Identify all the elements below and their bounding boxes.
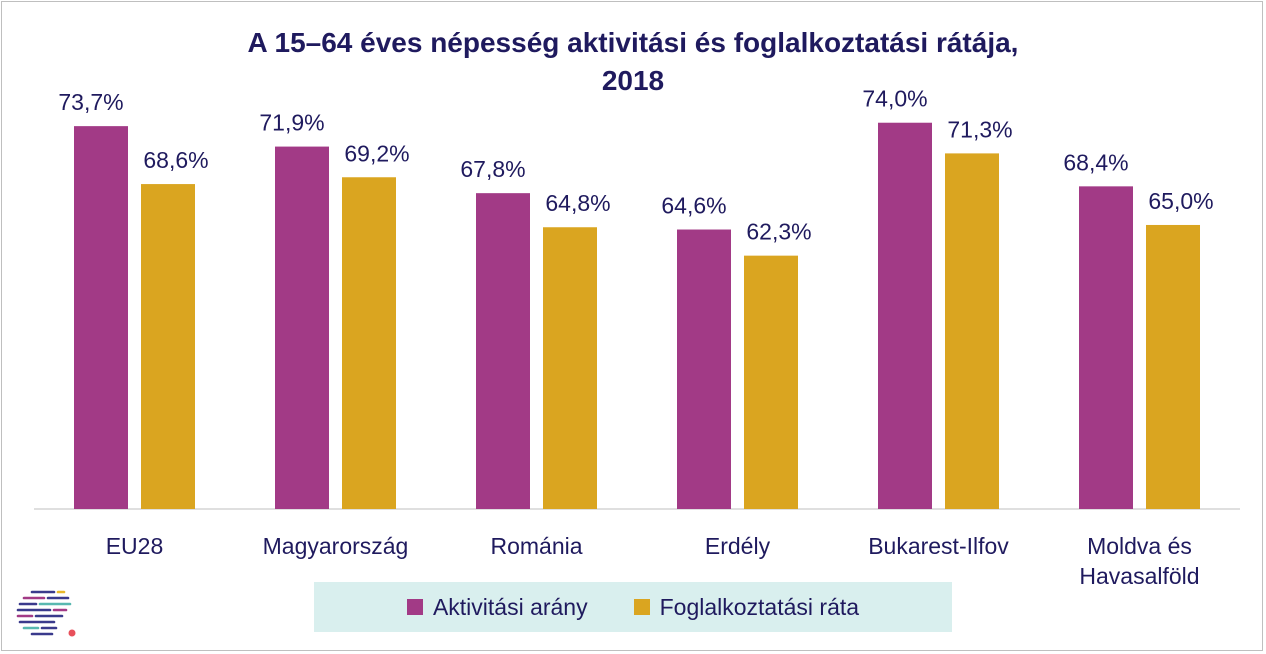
category-label-5-0: Moldva és <box>1087 533 1192 559</box>
bar-activity-0 <box>74 126 128 509</box>
data-label-employment-3: 62,3% <box>746 219 811 245</box>
data-label-activity-4: 74,0% <box>862 86 927 112</box>
chart-title: A 15–64 éves népesség aktivitási és fogl… <box>0 24 1266 100</box>
bar-activity-4 <box>878 122 932 509</box>
legend-label-activity: Aktivitási arány <box>432 593 588 620</box>
legend-swatch-employment <box>633 599 650 615</box>
legend: Aktivitási arány Foglalkoztatási ráta <box>314 582 952 632</box>
legend-label-employment: Foglalkoztatási ráta <box>659 593 860 620</box>
chart-title-line-2: 2018 <box>601 65 665 96</box>
bar-activity-1 <box>275 146 329 509</box>
data-label-activity-1: 71,9% <box>259 110 324 136</box>
data-label-activity-2: 67,8% <box>460 156 525 182</box>
data-label-employment-0: 68,6% <box>143 147 208 173</box>
bar-employment-5 <box>1146 224 1200 509</box>
data-label-employment-1: 69,2% <box>344 140 409 166</box>
bar-employment-1 <box>342 177 396 509</box>
data-label-employment-2: 64,8% <box>545 190 610 216</box>
data-label-activity-3: 64,6% <box>661 193 726 219</box>
category-label-1-0: Magyarország <box>263 533 409 559</box>
bar-activity-2 <box>476 193 530 509</box>
striped-circle-logo-icon <box>16 590 76 637</box>
category-label-5-1: Havasalföld <box>1079 563 1199 589</box>
category-label-3-0: Erdély <box>705 533 771 559</box>
bar-employment-0 <box>141 184 195 510</box>
legend-item-activity: Aktivitási arány <box>406 593 588 621</box>
data-label-activity-5: 68,4% <box>1063 149 1128 175</box>
category-label-0-0: EU28 <box>106 533 164 559</box>
legend-swatch-activity <box>406 599 423 615</box>
bar-activity-3 <box>677 229 731 509</box>
data-label-employment-5: 65,0% <box>1148 188 1213 214</box>
category-label-4-0: Bukarest-Ilfov <box>868 533 1009 559</box>
bar-employment-2 <box>543 227 597 509</box>
category-label-2-0: Románia <box>490 533 582 559</box>
chart-title-line-1: A 15–64 éves népesség aktivitási és fogl… <box>247 27 1019 58</box>
bar-employment-3 <box>744 255 798 509</box>
legend-item-employment: Foglalkoztatási ráta <box>633 593 860 621</box>
bar-employment-4 <box>945 153 999 509</box>
data-label-activity-0: 73,7% <box>58 89 123 115</box>
data-label-employment-4: 71,3% <box>947 116 1012 142</box>
bar-activity-5 <box>1079 186 1133 509</box>
